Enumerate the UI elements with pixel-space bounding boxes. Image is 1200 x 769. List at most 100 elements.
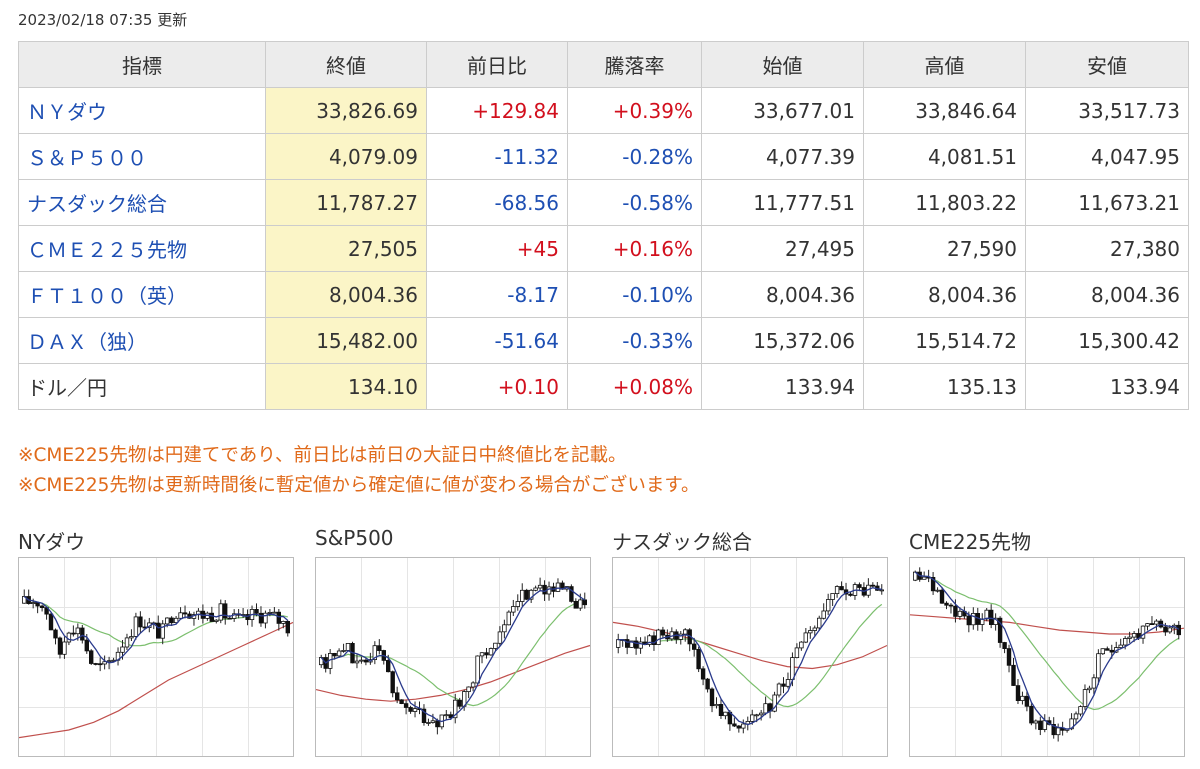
close-cell: 33,826.69	[265, 87, 427, 134]
candle-body	[1091, 677, 1097, 689]
candle-body	[763, 703, 768, 714]
candle-body	[164, 617, 170, 625]
high-cell: 27,590	[863, 225, 1026, 272]
candle-body	[466, 686, 471, 692]
candle-body	[830, 593, 835, 600]
candle-body	[222, 603, 228, 619]
index-link[interactable]: ＤＡＸ（独）	[18, 317, 266, 364]
candle-body	[1096, 653, 1101, 679]
candle-body	[1163, 626, 1168, 633]
candle-body	[848, 593, 853, 596]
low-cell: 15,300.42	[1025, 317, 1189, 364]
candle-body	[803, 632, 808, 643]
chart-title-cme225: CME225先物	[909, 530, 1032, 554]
change-pct-cell: -0.58%	[567, 179, 702, 226]
chart-title-sp500: S&P500	[315, 526, 394, 550]
candle-body	[120, 646, 125, 653]
candle-body	[102, 661, 107, 665]
candle-body	[263, 612, 268, 624]
candle-body	[656, 629, 661, 646]
candle-body	[749, 714, 755, 722]
close-cell: 4,079.09	[265, 133, 427, 180]
candle-body	[336, 650, 342, 657]
chart-title-nasdaq: ナスダック総合	[612, 530, 752, 554]
candle-body	[578, 599, 583, 609]
candle-body	[948, 604, 954, 607]
change-pct-cell: -0.33%	[567, 317, 702, 364]
index-link[interactable]: ＦＴ１００（英）	[18, 271, 266, 318]
index-link[interactable]: ＣＭＥ２２５先物	[18, 225, 266, 272]
close-cell: 134.10	[265, 363, 427, 410]
high-cell: 33,846.64	[863, 87, 1026, 134]
candle-body	[457, 699, 462, 707]
candle-body	[705, 678, 710, 690]
candle-body	[816, 617, 822, 629]
candle-body	[1131, 633, 1137, 638]
candle-body	[209, 612, 214, 622]
change-cell: +45	[426, 225, 568, 272]
candle-body	[511, 606, 516, 613]
high-cell: 15,514.72	[863, 317, 1026, 364]
note-cme-update: ※CME225先物は更新時間後に暫定値から確定値に値が変わる場合がございます。	[18, 475, 700, 496]
candle-body	[272, 611, 277, 614]
candle-body	[448, 714, 453, 719]
candle-body	[71, 632, 76, 635]
candle-body	[776, 683, 782, 696]
index-link[interactable]: ＮＹダウ	[18, 87, 266, 134]
candle-body	[62, 641, 67, 655]
chart-nasdaq[interactable]	[612, 557, 888, 757]
candle-body	[1020, 695, 1025, 702]
candle-body	[939, 589, 945, 604]
candle-body	[569, 586, 574, 602]
candle-body	[1051, 723, 1056, 736]
high-cell: 4,081.51	[863, 133, 1026, 180]
candle-body	[470, 682, 476, 688]
candle-body	[214, 619, 219, 622]
index-link[interactable]: Ｓ＆Ｐ５００	[18, 133, 266, 180]
candle-body	[377, 645, 382, 651]
candle-body	[692, 643, 697, 650]
candle-body	[1029, 705, 1034, 724]
long-moving-average-line	[18, 621, 294, 739]
open-cell: 4,077.39	[701, 133, 864, 180]
candle-body	[1082, 689, 1088, 707]
candle-body	[497, 631, 503, 644]
candle-body	[879, 589, 884, 592]
candle-body	[647, 635, 652, 645]
chart-title-nydow: NYダウ	[18, 530, 86, 554]
low-cell: 33,517.73	[1025, 87, 1189, 134]
candle-body	[732, 723, 737, 727]
candle-body	[84, 639, 89, 652]
candle-body	[1055, 727, 1061, 736]
candle-body	[921, 576, 927, 580]
candle-body	[944, 602, 949, 606]
col-header-close: 終値	[265, 41, 427, 88]
low-cell: 11,673.21	[1025, 179, 1189, 226]
change-pct-cell: -0.28%	[567, 133, 702, 180]
candle-body	[124, 637, 130, 648]
chart-nydow[interactable]	[18, 557, 294, 757]
table-header-row: 指標 終値 前日比 騰落率 始値 高値 安値	[18, 41, 1189, 88]
candle-body	[452, 699, 458, 719]
candle-body	[1073, 713, 1079, 720]
table-row: Ｓ＆Ｐ５００ 4,079.09 -11.32 -0.28% 4,077.39 4,081.…	[18, 133, 1189, 180]
close-cell: 11,787.27	[265, 179, 427, 226]
candle-body	[997, 617, 1003, 643]
candle-body	[1100, 648, 1105, 655]
short-moving-average-line	[914, 571, 1180, 730]
open-cell: 33,677.01	[701, 87, 864, 134]
candle-body	[1122, 638, 1128, 646]
candle-body	[227, 617, 232, 620]
candle-body	[408, 707, 413, 712]
candle-body	[53, 629, 58, 639]
table-row: ドル／円 134.10 +0.10 +0.08% 133.94 135.13 133.94	[18, 363, 1189, 410]
candle-body	[133, 616, 139, 637]
candle-body	[106, 660, 112, 663]
chart-sp500[interactable]	[315, 557, 591, 757]
candle-body	[1042, 720, 1047, 730]
candle-body	[709, 688, 715, 707]
chart-cme225[interactable]	[909, 557, 1185, 757]
candle-body	[395, 692, 400, 701]
index-link[interactable]: ナスダック総合	[18, 179, 266, 226]
candle-body	[426, 722, 431, 724]
